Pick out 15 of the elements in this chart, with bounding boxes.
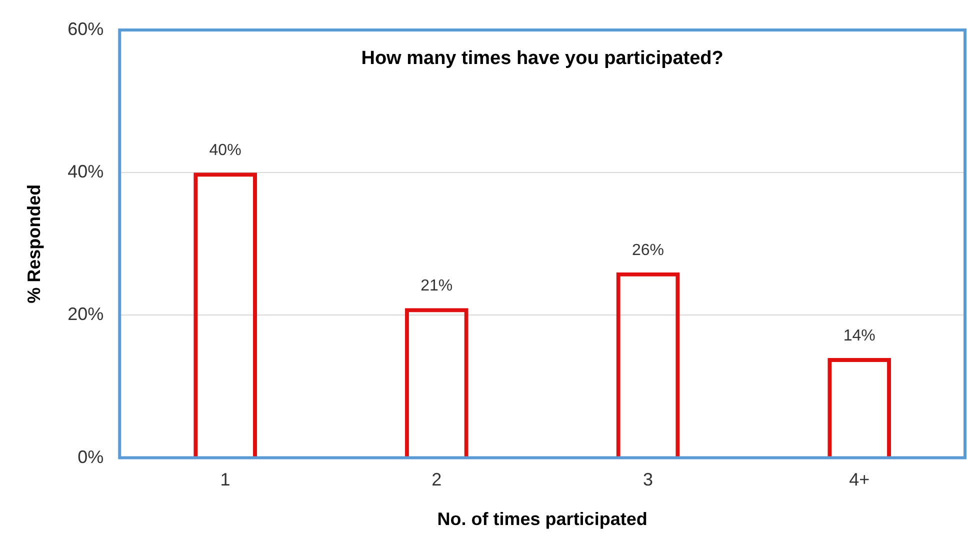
y-tick-label: 40% xyxy=(68,162,104,182)
text: How many times have you participated? xyxy=(361,48,724,70)
x-tick-label: 2 xyxy=(432,470,442,490)
x-axis-title: No. of times participated xyxy=(437,509,648,530)
y-tick-label: 60% xyxy=(68,18,104,39)
y-tick-label: 0% xyxy=(78,446,104,467)
data-label: 26% xyxy=(632,242,664,259)
y-tick-label: 20% xyxy=(68,304,104,324)
y-axis-title: % Responded xyxy=(24,184,44,304)
data-label: 40% xyxy=(209,142,242,160)
data-label: 14% xyxy=(843,327,876,344)
data-label: 21% xyxy=(420,277,453,294)
x-tick-label: 4+ xyxy=(849,470,870,490)
x-tick-label: 1 xyxy=(220,470,230,490)
x-tick-label: 3 xyxy=(642,470,653,490)
